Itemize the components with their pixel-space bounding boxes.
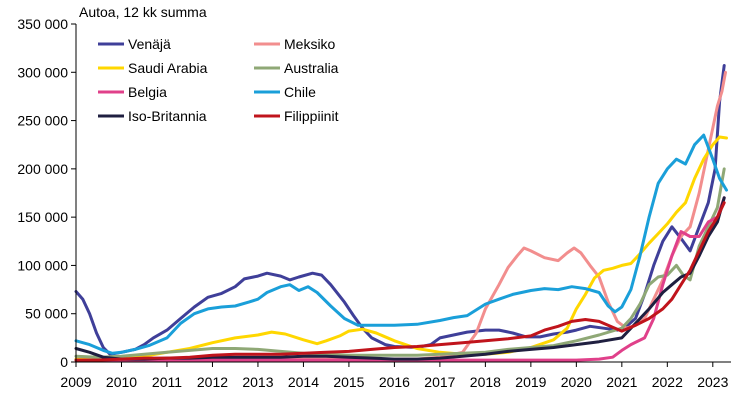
legend: Venäjä Meksiko Saudi Arabia Australia Belgia… — [98, 36, 339, 124]
y-tick-label-7: 350 000 — [17, 16, 68, 32]
legend-label-0: Venäjä — [128, 36, 171, 52]
x-tick-label-8: 2017 — [424, 374, 455, 390]
y-tick-label-0: 0 — [60, 354, 68, 370]
x-tick-label-5: 2014 — [288, 374, 319, 390]
series-line-7 — [74, 201, 726, 362]
y-tick-label-6: 300 000 — [17, 64, 68, 80]
series-line-4 — [74, 196, 726, 363]
x-tick-label-1: 2010 — [106, 374, 137, 390]
legend-label-4: Belgia — [128, 84, 167, 100]
legend-label-6: Iso-Britannia — [128, 108, 207, 124]
x-tick-label-3: 2012 — [197, 374, 228, 390]
series-line-6 — [74, 196, 726, 361]
legend-label-1: Meksiko — [284, 36, 336, 52]
x-tick-label-6: 2015 — [333, 374, 364, 390]
x-tick-label-9: 2018 — [470, 374, 501, 390]
legend-label-2: Saudi Arabia — [128, 60, 208, 76]
unit-label: Autoa, 12 kk summa — [79, 4, 207, 20]
x-tick-label-11: 2020 — [561, 374, 592, 390]
series-line-5 — [74, 133, 728, 355]
y-tick-label-5: 250 000 — [17, 113, 68, 129]
y-tick-label-4: 200 000 — [17, 161, 68, 177]
x-tick-label-0: 2009 — [60, 374, 91, 390]
y-tick-label-3: 150 000 — [17, 209, 68, 225]
axes: 0 50 000 100 000 150 000 200 000 250 000 300 0… — [17, 16, 731, 390]
x-tick-label-13: 2022 — [652, 374, 683, 390]
y-tick-label-1: 50 000 — [25, 306, 68, 322]
legend-label-3: Australia — [284, 60, 339, 76]
legend-label-5: Chile — [284, 84, 316, 100]
x-tick-label-4: 2013 — [242, 374, 273, 390]
series-lines — [74, 64, 728, 363]
x-tick-label-14: 2023 — [697, 374, 728, 390]
x-tick-label-7: 2016 — [379, 374, 410, 390]
x-tick-label-10: 2019 — [515, 374, 546, 390]
series-line-3 — [74, 167, 726, 359]
legend-label-7: Filippiinit — [284, 108, 339, 124]
x-tick-label-12: 2021 — [606, 374, 637, 390]
x-tick-label-2: 2011 — [152, 374, 182, 390]
y-tick-label-2: 100 000 — [17, 257, 68, 273]
